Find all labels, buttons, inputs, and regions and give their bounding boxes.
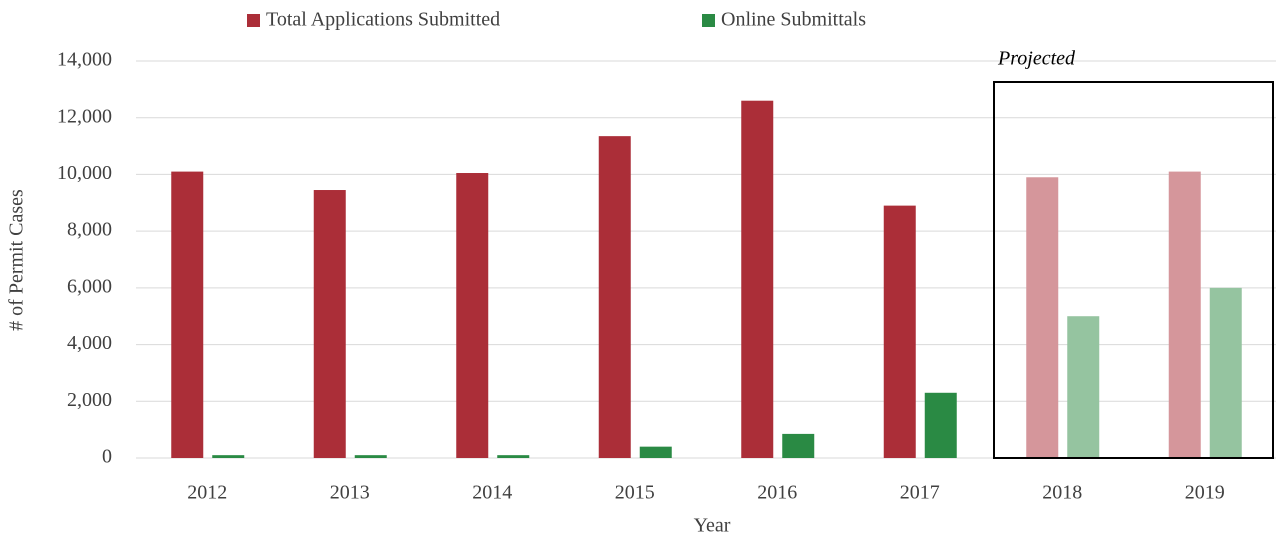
y-axis-title: # of Permit Cases (6, 189, 28, 331)
projected-box (993, 81, 1274, 459)
legend-swatch (247, 14, 260, 27)
bar (639, 446, 672, 458)
y-tick-label: 14,000 (57, 49, 112, 71)
bar (456, 173, 489, 458)
bar (782, 433, 815, 458)
x-tick-label: 2014 (472, 482, 512, 504)
legend-label: Online Submittals (721, 9, 866, 31)
bar (1067, 316, 1100, 458)
x-tick-label: 2017 (900, 482, 940, 504)
x-tick-label: 2013 (330, 482, 370, 504)
y-tick-label: 4,000 (67, 332, 112, 354)
y-tick-label: 10,000 (57, 162, 112, 184)
y-tick-label: 12,000 (57, 105, 112, 127)
bar (1026, 177, 1059, 458)
x-tick-label: 2012 (187, 482, 227, 504)
y-tick-label: 0 (102, 446, 112, 468)
y-tick-label: 6,000 (67, 275, 112, 297)
bar (1168, 171, 1201, 459)
bar (212, 455, 245, 458)
x-tick-label: 2019 (1185, 482, 1225, 504)
bar (497, 455, 530, 458)
legend-label: Total Applications Submitted (266, 9, 500, 31)
x-tick-label: 2016 (757, 482, 797, 504)
bar (741, 100, 774, 458)
bar (313, 190, 346, 458)
bar (171, 171, 204, 459)
bar (354, 455, 387, 458)
x-axis-title: Year (694, 515, 731, 537)
bar (598, 136, 631, 458)
bar (883, 205, 916, 458)
bar (1209, 287, 1242, 458)
legend-swatch (702, 14, 715, 27)
annotation: Projected (997, 48, 1076, 70)
x-tick-label: 2018 (1042, 482, 1082, 504)
x-tick-label: 2015 (615, 482, 655, 504)
y-tick-label: 2,000 (67, 389, 112, 411)
bar (924, 392, 957, 458)
y-tick-label: 8,000 (67, 219, 112, 241)
